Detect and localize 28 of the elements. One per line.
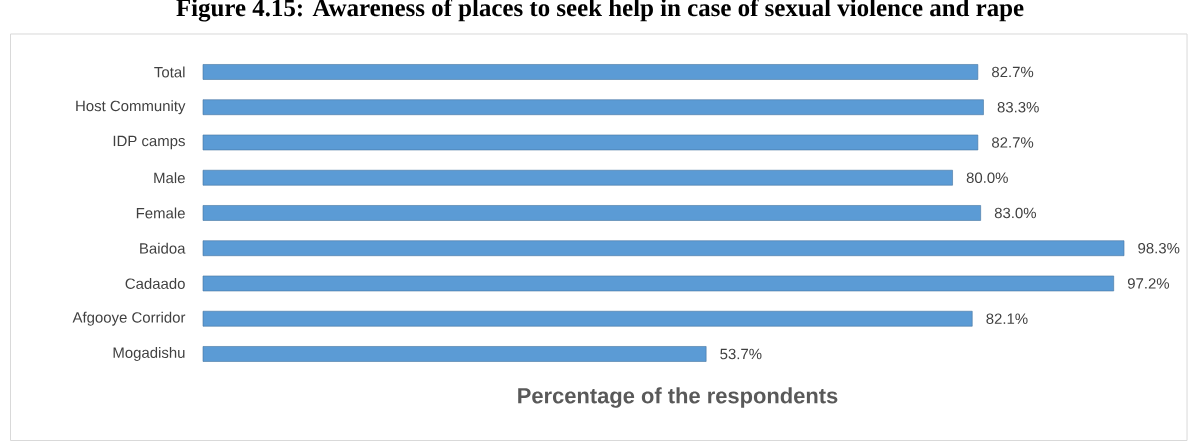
y-tick-label: Male [154,172,185,184]
data-label: 82.1% [986,313,1028,325]
y-tick-label: Female [136,207,185,219]
y-tick-label: Afgooye Corridor [72,311,186,326]
x-axis-title: Percentage of the respondents [518,387,838,408]
bar [202,64,979,80]
data-label: 80.0% [966,172,1008,184]
bar [202,205,981,221]
data-label: 82.7% [992,66,1034,78]
y-tick-label: Cadaado [125,277,185,289]
y-tick-label: Host Community [76,100,186,115]
y-tick-label: IDP camps [113,135,185,150]
bar [202,240,1125,257]
data-label: 97.2% [1127,278,1170,289]
bar [202,169,953,186]
data-label: 98.3% [1138,242,1180,254]
bar [202,99,984,116]
bar [202,275,1115,292]
y-tick-label: Baidoa [140,242,186,254]
data-label: 83.0% [994,207,1037,219]
data-label: 53.7% [720,348,762,360]
bar [202,346,707,362]
data-label: 83.3% [997,101,1039,113]
data-label: 82.7% [992,137,1034,148]
bar [202,310,973,327]
y-tick-label: Mogadishu [113,347,185,361]
y-tick-label: Total [154,66,185,78]
bar [202,134,979,151]
